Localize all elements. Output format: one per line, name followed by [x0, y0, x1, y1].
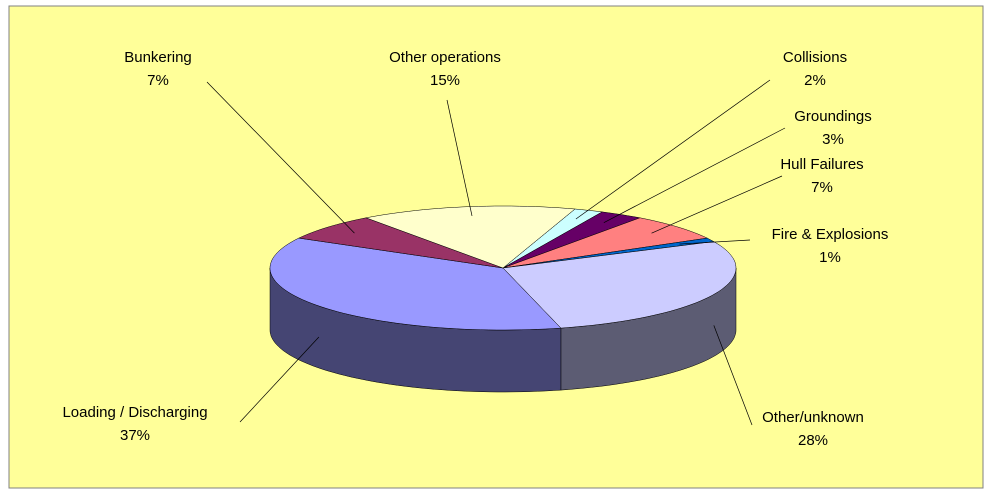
slice: [269, 237, 562, 331]
leader-line: [713, 325, 753, 426]
category-label: Hull Failures: [780, 156, 863, 173]
value-label: 15%: [430, 72, 460, 89]
value-label: 1%: [819, 249, 841, 266]
slice: [502, 217, 709, 269]
category-label: Collisions: [783, 49, 847, 66]
category-label: Other/unknown: [762, 409, 864, 426]
category-label: Loading / Discharging: [62, 404, 207, 421]
leader-line: [575, 79, 771, 220]
leader-line: [206, 81, 355, 234]
leader-line: [446, 99, 473, 217]
value-label: 37%: [120, 427, 150, 444]
category-label: Bunkering: [124, 49, 192, 66]
category-label: Other operations: [389, 49, 501, 66]
value-label: 28%: [798, 432, 828, 449]
slice: [502, 211, 641, 269]
value-label: 2%: [804, 72, 826, 89]
value-label: 7%: [811, 179, 833, 196]
value-label: 7%: [147, 72, 169, 89]
slice: [502, 241, 737, 329]
leader-line: [679, 239, 751, 245]
category-label: Fire & Explosions: [772, 226, 889, 243]
leader-line: [239, 336, 320, 423]
slice: [297, 217, 504, 269]
slice: [365, 205, 576, 269]
category-label: Groundings: [794, 108, 872, 125]
leader-line: [603, 127, 786, 223]
leader-line: [651, 175, 783, 234]
value-label: 3%: [822, 131, 844, 148]
